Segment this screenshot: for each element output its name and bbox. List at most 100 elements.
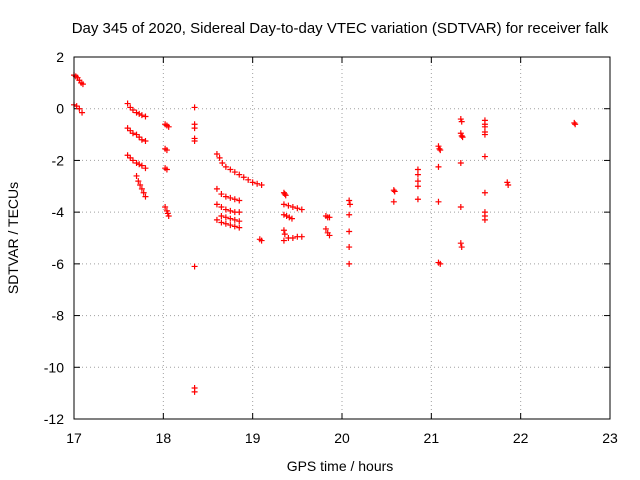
data-point-arc-ae <box>414 178 421 185</box>
data-point-arc-f <box>133 172 140 179</box>
data-point-arc-j <box>162 203 169 210</box>
data-point-arc-aa <box>347 201 354 208</box>
data-point-arc-z <box>322 225 329 232</box>
data-point-arc-i <box>163 166 170 173</box>
data-point-arc-n <box>231 169 238 176</box>
data-point-arc-l <box>191 263 198 270</box>
data-point-arc-n <box>236 171 243 178</box>
x-tick-label: 21 <box>424 430 440 446</box>
data-point-arc-p <box>236 209 243 216</box>
data-point-arc-r <box>236 218 243 225</box>
x-axis-label: GPS time / hours <box>287 458 394 474</box>
data-point-arc-n <box>222 163 229 170</box>
data-point-arc-k <box>191 104 198 111</box>
x-tick-label: 20 <box>334 430 350 446</box>
data-point-arc-al <box>457 160 464 167</box>
data-point-arc-v <box>283 213 290 220</box>
data-point-arc-c <box>136 110 143 117</box>
data-point-arc-af <box>436 145 443 152</box>
data-point-arc-u <box>298 206 305 213</box>
chart-title: Day 345 of 2020, Sidereal Day-to-day VTE… <box>72 20 609 37</box>
data-point-arc-ai <box>437 260 444 267</box>
data-point-arc-as <box>505 181 512 188</box>
data-point-arc-c <box>138 112 145 119</box>
data-point-arc-p <box>213 201 220 208</box>
data-point-arc-n <box>249 179 256 186</box>
data-point-arc-p <box>227 207 234 214</box>
data-point-arc-v <box>280 211 287 218</box>
data-point-arc-at <box>571 119 578 126</box>
data-point-arc-ab <box>346 260 353 267</box>
data-point-arc-f <box>138 185 145 192</box>
y-tick-label: -6 <box>52 256 65 272</box>
x-tick-label: 19 <box>245 430 261 446</box>
data-point-arc-w <box>281 231 288 238</box>
data-point-arc-o <box>218 191 225 198</box>
data-points <box>71 72 579 395</box>
data-point-arc-e <box>142 165 149 172</box>
data-point-arc-n <box>240 174 247 181</box>
data-point-arc-u <box>285 202 292 209</box>
data-point-arc-r <box>218 213 225 220</box>
data-point-arc-e <box>136 161 143 168</box>
data-point-arc-ab <box>346 211 353 218</box>
data-point-arc-v <box>288 215 295 222</box>
data-point-arc-x <box>280 237 287 244</box>
y-tick-label: -10 <box>44 359 64 375</box>
data-point-arc-ak <box>459 134 466 141</box>
data-point-arc-n <box>254 180 261 187</box>
data-point-arc-g <box>165 123 172 130</box>
data-point-arc-am <box>457 203 464 210</box>
data-point-arc-ao <box>481 131 488 138</box>
data-point-arc-o <box>222 193 229 200</box>
data-point-arc-k <box>191 138 198 145</box>
data-point-arc-ac <box>391 188 398 195</box>
data-point-arc-h <box>163 147 170 154</box>
x-tick-label: 18 <box>156 430 172 446</box>
data-point-arc-ae <box>414 196 421 203</box>
data-point-arc-o <box>236 197 243 204</box>
plot-border <box>73 56 611 420</box>
data-point-arc-p <box>218 203 225 210</box>
data-point-arc-y <box>326 214 333 221</box>
data-point-arc-d <box>138 136 145 143</box>
x-tick-label: 23 <box>602 430 618 446</box>
data-point-arc-o <box>231 196 238 203</box>
y-tick-label: -8 <box>52 308 65 324</box>
data-point-arc-n <box>219 160 226 167</box>
data-point-arc-c <box>133 109 140 116</box>
data-point-arc-q <box>231 223 238 230</box>
data-point-arc-r <box>222 214 229 221</box>
data-point-arc-r <box>231 216 238 223</box>
data-point-arc-f <box>140 189 147 196</box>
data-point-arc-n <box>216 154 223 161</box>
y-tick-label: 0 <box>56 101 64 117</box>
data-point-arc-aq <box>481 189 488 196</box>
data-point-arc-aa <box>346 197 353 204</box>
data-point-arc-u <box>280 201 287 208</box>
data-point-arc-q <box>236 224 243 231</box>
data-point-arc-f <box>142 193 149 200</box>
data-point-arc-u <box>294 205 301 212</box>
data-point-arc-x <box>289 235 296 241</box>
data-point-arc-ap <box>481 153 488 160</box>
data-point-arc-k <box>191 125 198 132</box>
data-point-arc-u <box>289 203 296 210</box>
data-point-arc-n <box>258 181 265 188</box>
data-point-arc-f <box>135 178 142 185</box>
data-point-arc-q <box>218 219 225 226</box>
data-point-arc-d <box>142 138 149 145</box>
data-point-arc-e <box>133 160 140 167</box>
grid <box>74 57 610 419</box>
data-point-arc-f <box>137 181 144 188</box>
data-point-arc-ae <box>414 183 421 190</box>
data-point-arc-r <box>227 215 234 222</box>
data-point-arc-n <box>213 150 220 157</box>
y-tick-label: -4 <box>52 204 65 220</box>
data-point-arc-aj <box>458 118 465 125</box>
data-point-arc-c <box>124 100 131 107</box>
y-tick-label: -2 <box>52 152 65 168</box>
data-point-arc-ad <box>390 198 397 205</box>
